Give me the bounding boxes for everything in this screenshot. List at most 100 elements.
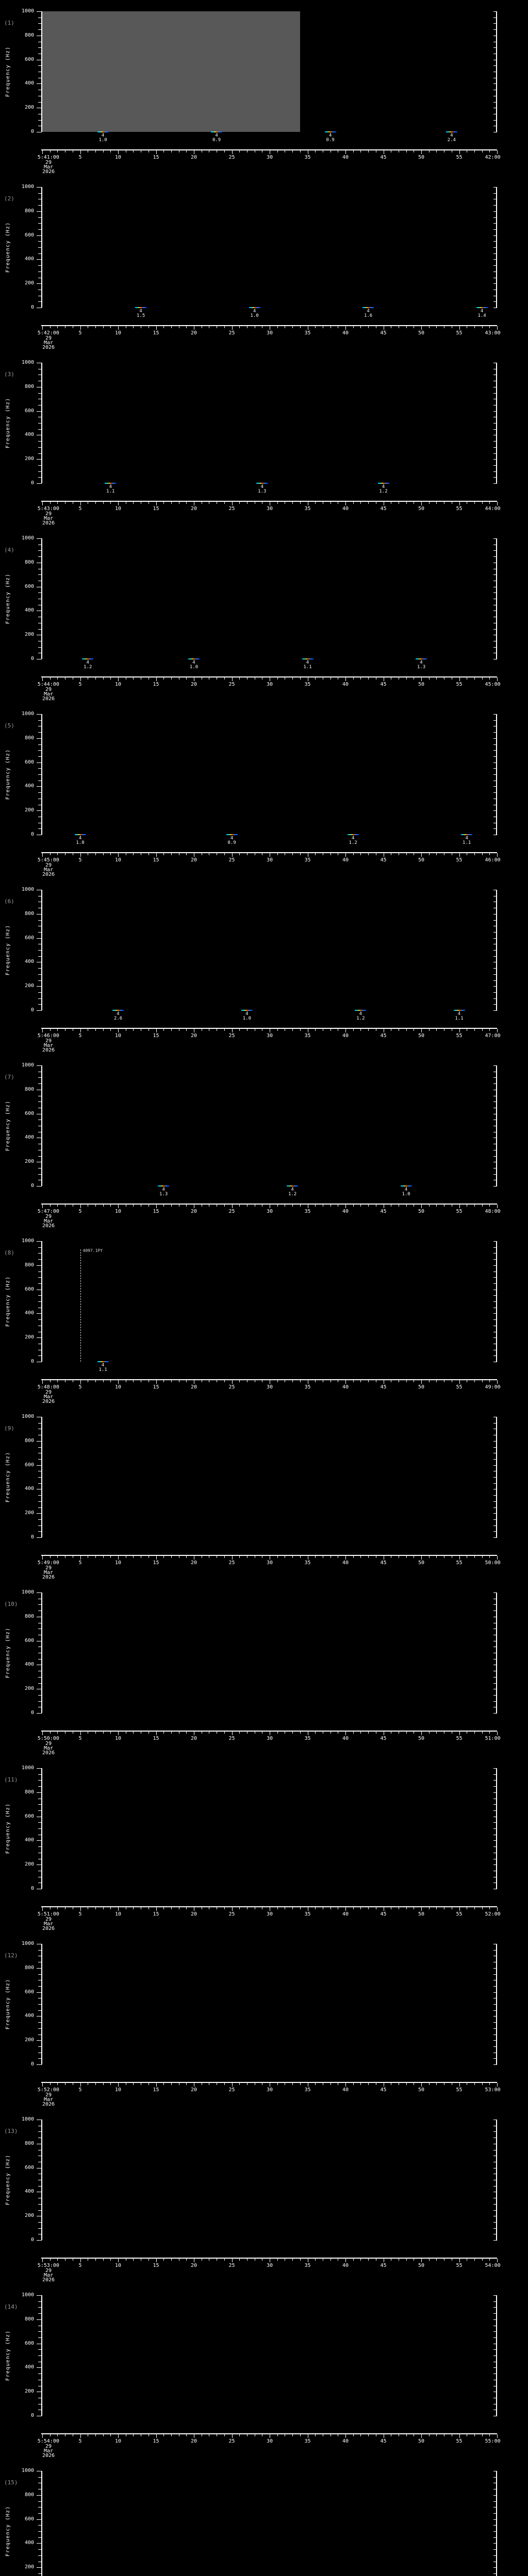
event-pick-marker[interactable]: 4 1.2 bbox=[82, 658, 94, 670]
y-axis-tick bbox=[38, 2313, 42, 2314]
event-pick-marker[interactable]: 4 1.1 bbox=[105, 483, 117, 494]
y-axis-spine bbox=[41, 363, 42, 483]
x-axis-tick bbox=[95, 150, 96, 152]
x-axis-tick bbox=[246, 2083, 248, 2085]
x-axis-tick bbox=[436, 2083, 437, 2085]
x-axis-tick bbox=[315, 677, 316, 680]
x-axis-tick bbox=[186, 1029, 187, 1031]
x-axis-tick bbox=[300, 150, 301, 152]
event-pick-marker[interactable]: 4 1.0 bbox=[188, 658, 200, 670]
event-pick-marker[interactable]: 4 0.9 bbox=[324, 131, 336, 143]
y-axis-tick bbox=[38, 2022, 42, 2023]
x-axis-tick-label: 20 bbox=[190, 1911, 197, 1917]
x-axis-tick-label: 50 bbox=[418, 1911, 425, 1917]
event-pick-marker[interactable]: 4 2.4 bbox=[446, 131, 457, 143]
x-axis-tick bbox=[118, 1380, 119, 1384]
event-pick-marker[interactable]: 4 0.9 bbox=[211, 131, 223, 143]
x-axis-tick bbox=[360, 2434, 361, 2436]
y-axis-tick-label: 0 bbox=[30, 2237, 34, 2243]
y-axis-tick-label: 1000 bbox=[21, 184, 34, 190]
y-axis-tick-right bbox=[493, 2301, 497, 2302]
event-pick-marker[interactable]: 4 0.9 bbox=[226, 834, 238, 845]
y-axis-tick-label: 600 bbox=[24, 2516, 34, 2522]
event-pick-marker[interactable]: 4 1.2 bbox=[377, 483, 389, 494]
event-pick-label-bottom: 2.4 bbox=[447, 138, 456, 143]
y-axis-tick-label: 800 bbox=[24, 1086, 34, 1092]
event-pick-marker[interactable]: 4 1.0 bbox=[74, 834, 86, 845]
x-axis-tick-label: 40 bbox=[342, 1033, 349, 1039]
y-axis-tick-label: 0 bbox=[30, 1183, 34, 1189]
event-pick-marker[interactable]: 4 1.0 bbox=[97, 131, 109, 143]
y-axis-tick-right bbox=[493, 235, 497, 236]
y-axis-tick-right bbox=[493, 647, 497, 648]
event-pick-label: 4 1.2 bbox=[379, 485, 387, 494]
x-axis-tick-label: 55 bbox=[456, 1560, 463, 1566]
event-pick-marker[interactable]: 4 1.2 bbox=[287, 1185, 299, 1197]
x-axis-tick bbox=[80, 1029, 81, 1032]
event-pick-marker[interactable]: 4 1.5 bbox=[135, 307, 147, 318]
x-axis-tick bbox=[186, 1556, 187, 1558]
x-axis-tick bbox=[421, 2434, 422, 2438]
event-pick-label-bottom: 2.6 bbox=[113, 1016, 123, 1021]
x-axis-tick bbox=[292, 677, 293, 680]
y-axis-tick bbox=[37, 1010, 42, 1011]
x-axis-tick bbox=[345, 1205, 346, 1208]
event-pick-marker[interactable]: 4 1.4 bbox=[476, 307, 488, 318]
x-axis-tick bbox=[156, 1907, 157, 1911]
x-axis-tick-label: 40 bbox=[342, 682, 349, 687]
event-pick-marker[interactable]: 4 1.0 bbox=[249, 307, 260, 318]
event-pick-marker[interactable]: 4 1.2 bbox=[355, 1010, 367, 1021]
x-axis-tick bbox=[300, 677, 301, 680]
y-axis-tick-right bbox=[493, 2355, 497, 2356]
y-axis-tick bbox=[38, 920, 42, 921]
x-axis-tick bbox=[118, 2259, 119, 2262]
event-pick-marker[interactable]: 4 1.2 bbox=[347, 834, 359, 845]
event-pick-marker[interactable]: 4 1.1 bbox=[453, 1010, 465, 1021]
event-pick-label: 4 1.2 bbox=[84, 660, 92, 670]
y-axis-label: Frequency (Hz) bbox=[5, 1979, 11, 2030]
x-axis-tick bbox=[95, 1732, 96, 1734]
x-axis-tick bbox=[277, 853, 278, 855]
event-pick-marker[interactable]: 4 1.0 bbox=[241, 1010, 253, 1021]
event-pick-marker[interactable]: 4 1.6 bbox=[362, 307, 374, 318]
event-pick-marker[interactable]: 4 1.3 bbox=[256, 483, 268, 494]
y-axis-tick bbox=[38, 1301, 42, 1302]
x-axis-spine bbox=[41, 2258, 497, 2259]
x-axis-tick-label: 45 bbox=[380, 1384, 387, 1390]
annotation-marker[interactable]: 4097.1PY bbox=[80, 1248, 103, 1362]
event-pick-marker[interactable]: 4 1.3 bbox=[416, 658, 427, 670]
x-axis-tick-label: 15 bbox=[153, 2438, 159, 2444]
event-pick-marker[interactable]: 4 1.1 bbox=[97, 1361, 109, 1372]
x-axis-tick bbox=[368, 2259, 369, 2261]
y-axis-tick-label: 600 bbox=[24, 56, 34, 62]
x-axis-tick bbox=[353, 1380, 354, 1382]
x-axis-tick bbox=[42, 1556, 43, 1560]
x-axis-tick bbox=[224, 1556, 225, 1558]
x-axis-tick-label: 35 bbox=[304, 1384, 311, 1390]
event-pick-marker[interactable]: 4 1.3 bbox=[158, 1185, 170, 1197]
x-axis-tick-label: 30 bbox=[266, 506, 273, 512]
y-axis-tick-right bbox=[493, 2537, 497, 2538]
event-pick-marker[interactable]: 4 1.1 bbox=[461, 834, 473, 845]
y-axis-tick-right bbox=[493, 265, 497, 266]
event-pick-label-bottom: 1.3 bbox=[417, 665, 426, 670]
y-axis-tick-right bbox=[493, 247, 497, 248]
x-axis-tick bbox=[482, 2083, 483, 2085]
x-axis-tick bbox=[232, 1907, 233, 1911]
x-axis-tick bbox=[474, 150, 475, 152]
y-axis-tick-right bbox=[493, 956, 497, 957]
y-axis-tick-right bbox=[493, 1004, 497, 1005]
y-axis-label: Frequency (Hz) bbox=[5, 2506, 11, 2557]
event-pick-marker[interactable]: 4 1.1 bbox=[302, 658, 314, 670]
x-axis-tick-label: 45 bbox=[380, 1736, 387, 1741]
x-axis-tick bbox=[163, 1029, 164, 1031]
x-axis-tick-label: 40 bbox=[342, 1560, 349, 1566]
y-axis-tick-right bbox=[493, 629, 497, 630]
y-axis-tick bbox=[38, 229, 42, 230]
y-axis-tick-label: 800 bbox=[24, 559, 34, 565]
y-axis-tick bbox=[38, 980, 42, 981]
y-axis-tick-right bbox=[493, 550, 497, 551]
event-pick-marker[interactable]: 4 1.0 bbox=[400, 1185, 412, 1197]
y-axis-spine bbox=[41, 1417, 42, 1537]
event-pick-marker[interactable]: 4 2.6 bbox=[112, 1010, 124, 1021]
